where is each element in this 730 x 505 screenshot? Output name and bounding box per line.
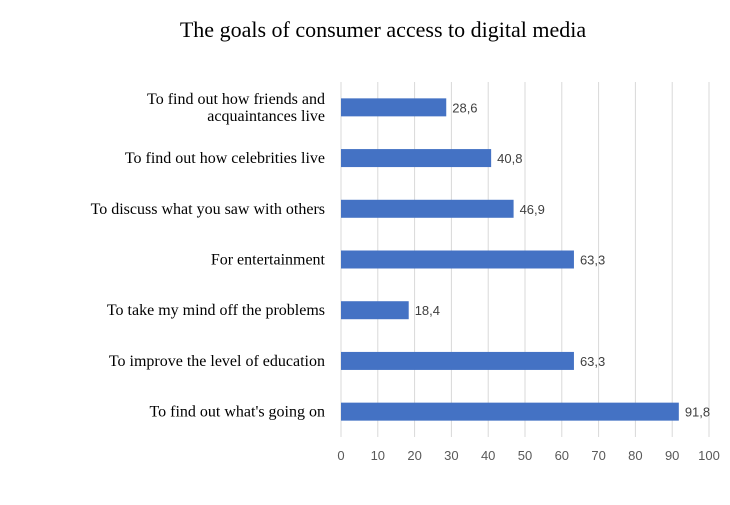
bar xyxy=(341,301,409,320)
data-label: 63,3 xyxy=(580,354,605,369)
bar xyxy=(341,351,574,370)
chart-title: The goals of consumer access to digital … xyxy=(180,17,586,42)
x-tick-label: 10 xyxy=(371,448,385,463)
x-tick-label: 90 xyxy=(665,448,679,463)
x-tick-label: 40 xyxy=(481,448,495,463)
bar xyxy=(341,199,514,218)
category-label: To improve the level of education xyxy=(109,353,325,370)
bars: 28,6 40,8 46,9 63,3 18,4 63,3 91,8 xyxy=(341,98,710,421)
x-tick-label: 0 xyxy=(337,448,344,463)
data-label: 46,9 xyxy=(520,202,545,217)
bar xyxy=(341,402,679,421)
data-label: 91,8 xyxy=(685,405,710,420)
x-tick-label: 100 xyxy=(698,448,720,463)
x-tick-label: 80 xyxy=(628,448,642,463)
x-tick-label: 60 xyxy=(555,448,569,463)
category-label: To take my mind off the problems xyxy=(107,302,325,319)
category-labels: To find out how friends and acquaintance… xyxy=(91,91,326,421)
category-label: For entertainment xyxy=(211,252,326,269)
x-tick-label: 20 xyxy=(407,448,421,463)
category-label: To find out how friends and xyxy=(147,91,325,108)
data-label: 18,4 xyxy=(415,303,440,318)
bar xyxy=(341,250,574,269)
x-axis-ticks: 0 10 20 30 40 50 60 70 80 90 100 xyxy=(337,448,719,463)
category-label: acquaintances live xyxy=(207,108,325,125)
bar xyxy=(341,149,492,168)
data-label: 40,8 xyxy=(497,151,522,166)
x-tick-label: 50 xyxy=(518,448,532,463)
bar xyxy=(341,98,447,117)
data-label: 28,6 xyxy=(452,100,477,115)
x-tick-label: 70 xyxy=(591,448,605,463)
category-label: To find out how celebrities live xyxy=(125,150,325,167)
x-tick-label: 30 xyxy=(444,448,458,463)
category-label: To find out what's going on xyxy=(149,404,325,421)
data-label: 63,3 xyxy=(580,253,605,268)
category-label: To discuss what you saw with others xyxy=(91,201,325,218)
